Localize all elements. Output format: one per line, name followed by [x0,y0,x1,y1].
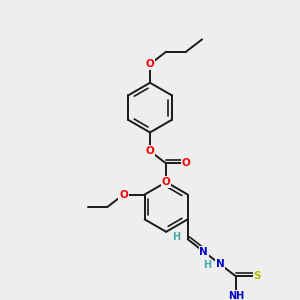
Text: NH: NH [228,291,244,300]
Text: H: H [172,232,181,242]
Text: O: O [162,177,170,187]
Text: N: N [200,247,208,256]
Text: O: O [119,190,128,200]
Text: O: O [146,146,154,156]
Text: H: H [203,260,211,270]
Text: O: O [146,59,154,69]
Text: N: N [216,259,224,269]
Text: O: O [182,158,190,169]
Text: S: S [254,272,261,281]
